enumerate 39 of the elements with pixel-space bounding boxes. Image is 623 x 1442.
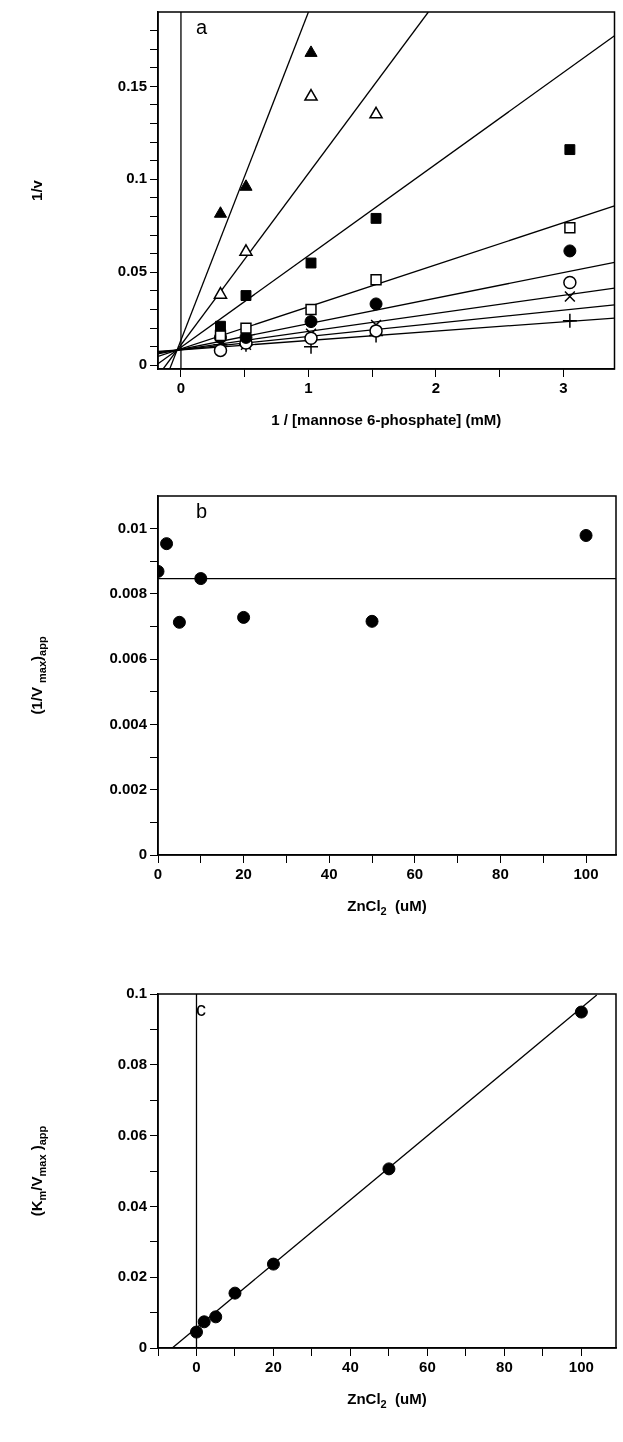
- x-tick-label: 20: [235, 865, 252, 883]
- y-tick-label: 0.02: [117, 1267, 147, 1285]
- y-tick-label: 0.06: [117, 1125, 147, 1143]
- x-tick-label: 3: [559, 379, 568, 397]
- x-tick-label: 0: [176, 379, 186, 397]
- x-tick-label: 80: [496, 1358, 513, 1376]
- x-tick-label: 60: [419, 1358, 436, 1376]
- y-tick-label: 0.1: [126, 169, 147, 187]
- x-tick-label: 0: [192, 1358, 201, 1376]
- y-tick-label: 0.04: [117, 1196, 148, 1214]
- y-tick-label: 0: [138, 1338, 147, 1356]
- x-tick-label: 0: [153, 865, 163, 883]
- annotation: c: [196, 997, 206, 1020]
- y-axis-title: (1/V max)app: [28, 636, 49, 715]
- y-axis-title: 1/v: [28, 179, 46, 201]
- y-tick-label: 0.002: [109, 779, 147, 797]
- y-tick-label: 0.004: [109, 714, 148, 732]
- x-axis-title: 1 / [mannose 6-phosphate] (mM): [271, 411, 502, 429]
- x-tick-label: 40: [320, 865, 338, 883]
- x-tick-label: 60: [406, 865, 424, 883]
- x-tick-label: 1: [304, 379, 313, 397]
- y-tick-label: 0.006: [109, 649, 147, 667]
- y-tick-label: 0.05: [117, 262, 147, 280]
- x-tick-label: 20: [265, 1358, 282, 1376]
- annotation: b: [196, 499, 208, 522]
- annotation: a: [196, 15, 208, 38]
- x-tick-label: 100: [568, 1358, 594, 1376]
- x-tick-label: 2: [431, 379, 441, 397]
- y-tick-label: 0: [138, 845, 147, 863]
- y-tick-label: 0.01: [117, 518, 147, 536]
- x-tick-label: 80: [492, 865, 509, 883]
- y-tick-label: 0: [138, 355, 147, 373]
- y-tick-label: 0.1: [126, 984, 147, 1002]
- x-tick-label: 40: [342, 1358, 359, 1376]
- x-tick-label: 100: [573, 865, 599, 883]
- y-axis-title: (Km/Vmax )app: [28, 1125, 49, 1217]
- y-tick-label: 0.08: [117, 1054, 147, 1072]
- y-tick-label: 0.008: [109, 584, 147, 602]
- y-tick-label: 0.15: [117, 76, 147, 94]
